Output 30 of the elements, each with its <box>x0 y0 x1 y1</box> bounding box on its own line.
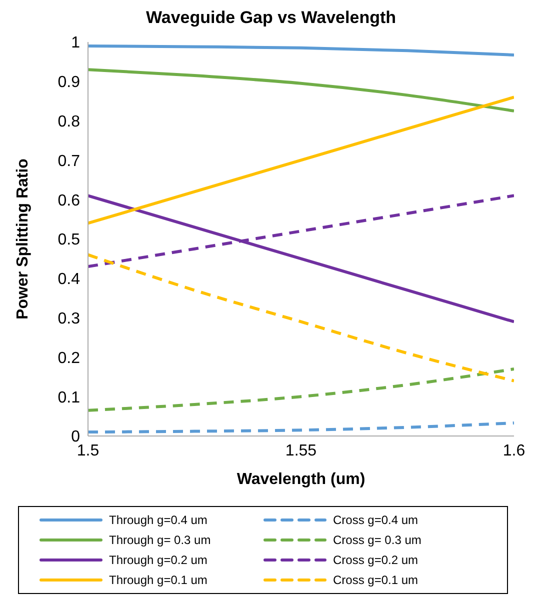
y-axis-title: Power Splitting Ratio <box>14 158 32 320</box>
x-axis-title: Wavelength (um) <box>236 471 366 488</box>
legend-label: Through g= 0.3 um <box>109 533 211 547</box>
y-tick-label: 0.4 <box>58 271 80 288</box>
legend-label: Cross g=0.1 um <box>333 573 418 587</box>
y-tick-label: 0.7 <box>58 152 80 170</box>
y-tick-label: 0.1 <box>58 389 80 406</box>
line-series <box>88 368 514 412</box>
legend-label: Cross g=0.4 um <box>333 513 418 527</box>
chart-title: Waveguide Gap vs Wavelength <box>144 8 398 29</box>
x-tick-label: 1.55 <box>285 442 317 460</box>
legend-label: Through g=0.4 um <box>109 513 208 527</box>
y-tick-label: 0.8 <box>58 113 80 130</box>
y-tick-label: 0.2 <box>58 350 80 367</box>
x-tick-label: 1.6 <box>502 442 526 460</box>
legend-label: Through g=0.1 um <box>109 573 208 587</box>
line-series <box>88 44 514 56</box>
line-series <box>88 194 514 324</box>
legend-label: Cross g= 0.3 um <box>333 533 422 547</box>
line-series <box>88 253 514 382</box>
line-series <box>88 422 514 434</box>
line-series <box>88 68 514 112</box>
y-tick-label: 0.6 <box>58 192 80 210</box>
line-series <box>88 96 514 225</box>
legend-label: Cross g=0.2 um <box>333 553 418 567</box>
y-tick-label: 0.5 <box>58 232 80 249</box>
y-tick-label: 0.3 <box>58 310 80 328</box>
y-tick-label: 0.9 <box>58 74 80 92</box>
legend-label: Through g=0.2 um <box>109 553 208 567</box>
y-tick-label: 1 <box>71 34 80 52</box>
